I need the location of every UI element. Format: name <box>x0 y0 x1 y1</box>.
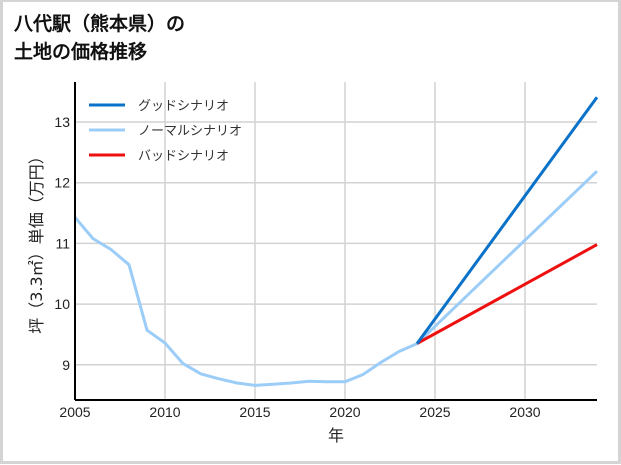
series-line <box>415 96 599 345</box>
axes <box>74 82 597 401</box>
y-tick-label: 12 <box>54 175 70 191</box>
chart-title: 八代駅（熊本県）の 土地の価格推移 <box>14 10 185 66</box>
chart-title-line2: 土地の価格推移 <box>14 41 148 63</box>
x-tick-label: 2005 <box>59 404 90 420</box>
x-axis-label: 年 <box>328 426 344 445</box>
tick-labels: 2005 2010 2015 2020 2025 2030 9 10 11 12 13 <box>54 114 540 420</box>
y-tick-label: 11 <box>55 235 70 251</box>
x-tick-label: 2020 <box>329 404 360 420</box>
y-tick-label: 10 <box>54 296 70 312</box>
series-line <box>416 243 598 345</box>
grid-lines <box>74 82 597 400</box>
series-line <box>73 170 599 387</box>
legend-label: グッドシナリオ <box>138 99 229 114</box>
x-tick-label: 2025 <box>419 404 450 420</box>
data-lines <box>73 96 599 387</box>
y-axis-label: 坪（3.3㎡）単価（万円） <box>27 148 46 333</box>
x-tick-label: 2010 <box>149 404 180 420</box>
y-tick-label: 13 <box>54 114 70 130</box>
chart-title-line1: 八代駅（熊本県）の <box>14 13 186 35</box>
x-tick-label: 2030 <box>509 404 540 420</box>
legend-label: バッドシナリオ <box>138 149 229 164</box>
x-tick-label: 2015 <box>239 404 270 420</box>
legend-label: ノーマルシナリオ <box>138 124 242 139</box>
y-tick-label: 9 <box>62 357 70 373</box>
